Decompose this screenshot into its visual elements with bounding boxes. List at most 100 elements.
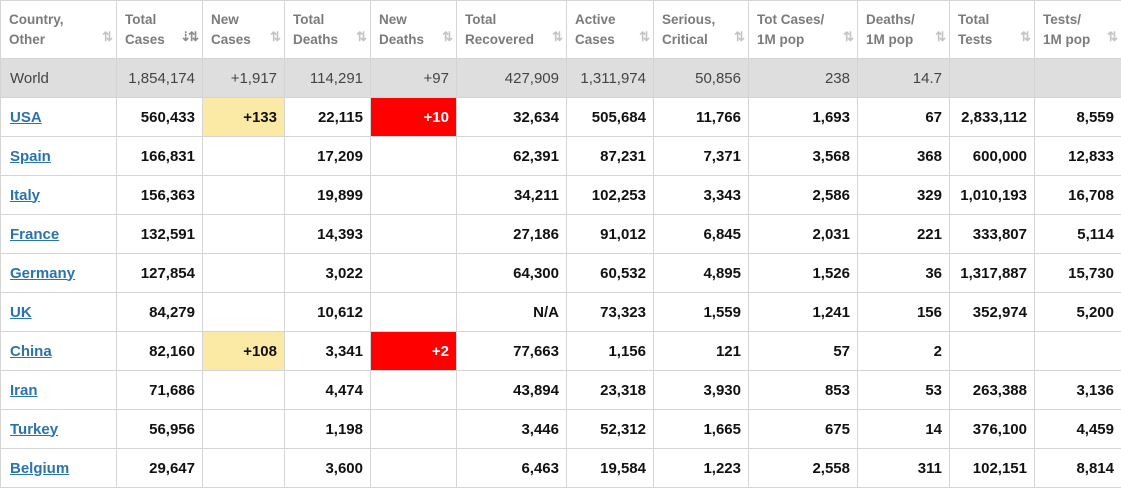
column-header-total-tests[interactable]: Total Tests ⇅: [949, 0, 1035, 59]
country-link[interactable]: USA: [10, 108, 42, 126]
cell-deaths-per-1m: 53: [857, 370, 950, 410]
cell-country[interactable]: China: [0, 331, 117, 371]
cell-active-cases: 1,156: [566, 331, 654, 371]
cell-tests-per-1m: 4,459: [1034, 409, 1121, 449]
sort-arrows-icon[interactable]: ⇅: [102, 29, 113, 44]
column-header-label: Deaths: [379, 32, 425, 47]
cell-deaths-per-1m: 2: [857, 331, 950, 371]
column-header-total-cases[interactable]: Total Cases ⇣⇅: [116, 0, 203, 59]
column-header-label: Tests: [958, 32, 993, 47]
cell-total-tests: 263,388: [949, 370, 1035, 410]
sort-arrows-icon[interactable]: ⇅: [843, 29, 854, 44]
cell-active-cases: 102,253: [566, 175, 654, 215]
column-header-total-recovered[interactable]: Total Recovered ⇅: [456, 0, 567, 59]
column-header-active-cases[interactable]: Active Cases ⇅: [566, 0, 654, 59]
cell-cases-per-1m: 2,031: [748, 214, 858, 254]
cell-country[interactable]: France: [0, 214, 117, 254]
cell-active-cases: 60,532: [566, 253, 654, 293]
cell-deaths-per-1m: 67: [857, 97, 950, 137]
cell-new-deaths: [370, 214, 457, 254]
sort-arrows-icon[interactable]: ⇅: [270, 29, 281, 44]
cell-country[interactable]: Belgium: [0, 448, 117, 488]
column-header-label: Total: [293, 12, 325, 27]
cell-active-cases: 91,012: [566, 214, 654, 254]
column-header-label: Cases: [575, 32, 615, 47]
cell-country[interactable]: UK: [0, 292, 117, 332]
cell-active-cases: 52,312: [566, 409, 654, 449]
country-link[interactable]: UK: [10, 303, 32, 321]
cell-country[interactable]: Spain: [0, 136, 117, 176]
cell-total-deaths: 114,291: [284, 58, 371, 98]
cell-active-cases: 87,231: [566, 136, 654, 176]
cell-deaths-per-1m: 36: [857, 253, 950, 293]
sort-arrows-icon[interactable]: ⇣⇅: [180, 29, 199, 44]
cell-total-cases: 82,160: [116, 331, 203, 371]
column-header-deaths-per-1m[interactable]: Deaths/1M pop ⇅: [857, 0, 950, 59]
sort-arrows-icon[interactable]: ⇅: [935, 29, 946, 44]
country-link[interactable]: Turkey: [10, 420, 59, 438]
cell-deaths-per-1m: 311: [857, 448, 950, 488]
cell-total-tests: [949, 331, 1035, 371]
column-header-total-deaths[interactable]: Total Deaths ⇅: [284, 0, 371, 59]
cell-total-deaths: 17,209: [284, 136, 371, 176]
cell-total-recovered: 62,391: [456, 136, 567, 176]
cell-cases-per-1m: 1,526: [748, 253, 858, 293]
column-header-label: Other: [9, 32, 46, 47]
cell-new-cases: [202, 175, 285, 215]
cell-new-cases: +1,917: [202, 58, 285, 98]
column-header-serious-critical[interactable]: Serious, Critical ⇅: [653, 0, 749, 59]
sort-arrows-icon[interactable]: ⇅: [1020, 29, 1031, 44]
sort-arrows-icon[interactable]: ⇅: [356, 29, 367, 44]
cell-active-cases: 23,318: [566, 370, 654, 410]
cell-total-deaths: 1,198: [284, 409, 371, 449]
sort-arrows-icon[interactable]: ⇅: [442, 29, 453, 44]
cell-total-deaths: 10,612: [284, 292, 371, 332]
cell-new-deaths: +10: [370, 97, 457, 137]
country-link[interactable]: China: [10, 342, 52, 360]
sort-arrows-icon[interactable]: ⇅: [552, 29, 563, 44]
cell-new-cases: [202, 448, 285, 488]
sort-arrows-icon[interactable]: ⇅: [734, 29, 745, 44]
cell-total-deaths: 22,115: [284, 97, 371, 137]
sort-arrows-icon[interactable]: ⇅: [639, 29, 650, 44]
world-row: World 1,854,174 +1,917 114,291 +97 427,909 1,3…: [0, 58, 1121, 98]
country-row: UK 84,279 10,612 N/A 73,323 1,559 1,241 156 352,…: [0, 292, 1121, 332]
country-link[interactable]: Belgium: [10, 459, 70, 477]
cell-serious-critical: 3,930: [653, 370, 749, 410]
cell-country[interactable]: Turkey: [0, 409, 117, 449]
cell-total-recovered: 6,463: [456, 448, 567, 488]
cell-country[interactable]: Iran: [0, 370, 117, 410]
column-header-label: Total: [465, 12, 497, 27]
cell-country[interactable]: USA: [0, 97, 117, 137]
column-header-cases-per-1m[interactable]: Tot Cases/1M pop ⇅: [748, 0, 858, 59]
cell-total-cases: 29,647: [116, 448, 203, 488]
column-header-label: New: [211, 12, 239, 27]
sort-arrows-icon[interactable]: ⇅: [1107, 29, 1118, 44]
column-header-new-cases[interactable]: New Cases ⇅: [202, 0, 285, 59]
cell-total-cases: 84,279: [116, 292, 203, 332]
cell-new-cases: [202, 292, 285, 332]
column-header-country[interactable]: Country, Other ⇅: [0, 0, 117, 59]
country-link[interactable]: Iran: [10, 381, 38, 399]
column-header-tests-per-1m[interactable]: Tests/1M pop ⇅: [1034, 0, 1121, 59]
cell-country[interactable]: Italy: [0, 175, 117, 215]
column-header-new-deaths[interactable]: New Deaths ⇅: [370, 0, 457, 59]
country-link[interactable]: Germany: [10, 264, 76, 282]
cell-total-cases: 560,433: [116, 97, 203, 137]
cell-country[interactable]: Germany: [0, 253, 117, 293]
cell-total-deaths: 14,393: [284, 214, 371, 254]
cell-cases-per-1m: 853: [748, 370, 858, 410]
country-link[interactable]: Italy: [10, 186, 41, 204]
cell-total-deaths: 3,600: [284, 448, 371, 488]
cell-cases-per-1m: 2,558: [748, 448, 858, 488]
column-header-label: Deaths: [293, 32, 339, 47]
column-header-label: 1M pop: [866, 32, 914, 47]
cell-total-recovered: 34,211: [456, 175, 567, 215]
cell-total-tests: 1,317,887: [949, 253, 1035, 293]
country-link[interactable]: Spain: [10, 147, 51, 165]
cell-total-tests: 600,000: [949, 136, 1035, 176]
country-link[interactable]: France: [10, 225, 60, 243]
cell-tests-per-1m: 16,708: [1034, 175, 1121, 215]
column-header-label: Recovered: [465, 32, 535, 47]
cell-tests-per-1m: 8,559: [1034, 97, 1121, 137]
